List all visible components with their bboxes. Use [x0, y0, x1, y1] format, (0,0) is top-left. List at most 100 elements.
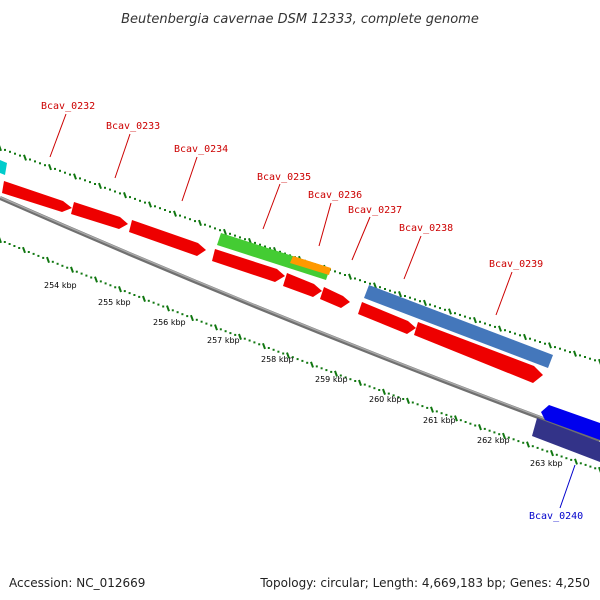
feature-bcav-0238-cds[interactable]	[358, 302, 416, 334]
track-dot	[479, 320, 481, 323]
leader-line	[351, 216, 371, 261]
feature-bcav-0232[interactable]	[2, 181, 72, 212]
track-tick	[22, 246, 26, 254]
track-dot	[325, 369, 328, 372]
feature-bcav-0234[interactable]	[129, 220, 206, 256]
track-tick	[448, 308, 452, 315]
track-tick	[148, 201, 152, 208]
track-dot	[84, 179, 86, 182]
track-tick	[142, 295, 146, 302]
track-tick	[473, 316, 477, 324]
track-dot	[39, 162, 41, 165]
track-dot	[507, 436, 510, 439]
gene-label-bcav-0235[interactable]: Bcav_0235	[257, 172, 311, 183]
gene-label-leaders	[49, 113, 576, 509]
feature-bcav-0235-rna[interactable]	[217, 233, 330, 280]
track-tick	[73, 173, 77, 180]
track-dot	[114, 286, 117, 289]
gene-label-bcav-0233[interactable]: Bcav_0233	[106, 121, 160, 132]
track-dot	[459, 313, 461, 316]
track-tick	[310, 361, 314, 368]
track-dot	[419, 300, 421, 303]
track-dot	[359, 279, 361, 282]
gene-label-bcav-0234[interactable]: Bcav_0234	[174, 144, 228, 155]
track-dot	[34, 160, 36, 163]
track-tick	[423, 299, 427, 307]
gene-label-bcav-0232[interactable]: Bcav_0232	[41, 101, 95, 112]
track-dot	[44, 164, 46, 167]
track-dot	[429, 303, 431, 306]
gene-label-bcav-0238[interactable]: Bcav_0238	[399, 223, 453, 234]
track-tick	[286, 352, 290, 359]
track-tick	[526, 441, 530, 448]
leader-line	[318, 202, 332, 247]
track-dot	[392, 394, 395, 397]
track-dot	[589, 465, 592, 468]
track-dot	[258, 343, 261, 346]
inner-dotted-track	[0, 236, 600, 474]
track-dot	[445, 413, 448, 416]
feature-bcav-0237-a[interactable]	[283, 273, 322, 297]
track-dot	[536, 446, 539, 449]
track-dot	[4, 148, 6, 151]
gene-label-bcav-0236[interactable]: Bcav_0236	[308, 190, 362, 201]
track-dot	[514, 332, 516, 335]
track-dot	[200, 320, 203, 323]
feature-track	[0, 160, 600, 462]
feature-bcav-0231-partial[interactable]	[0, 160, 7, 175]
track-dot	[229, 332, 232, 335]
leader-line-reverse	[559, 464, 576, 509]
genome-summary-text: Topology: circular; Length: 4,669,183 bp…	[259, 576, 590, 590]
gene-label-bcav-0240[interactable]: Bcav_0240	[529, 511, 583, 522]
track-tick	[0, 144, 2, 152]
leader-line	[403, 235, 422, 280]
track-dot	[434, 305, 436, 308]
track-dot	[339, 374, 342, 377]
track-dot	[134, 197, 136, 200]
track-dot	[404, 295, 406, 297]
track-dot	[277, 350, 280, 353]
feature-bcav-0240-b[interactable]	[532, 418, 600, 462]
track-dot	[389, 289, 391, 292]
backbone	[0, 196, 600, 442]
track-dot	[397, 396, 400, 399]
track-dot	[154, 205, 156, 208]
track-tick	[498, 325, 502, 332]
track-tick	[478, 424, 482, 431]
gene-label-bcav-0237[interactable]: Bcav_0237	[348, 205, 402, 216]
track-dot	[56, 262, 59, 265]
track-dot	[186, 315, 189, 318]
track-dot	[589, 357, 591, 360]
feature-bcav-0237-b[interactable]	[320, 287, 350, 308]
track-dot	[296, 358, 299, 361]
track-dot	[205, 322, 208, 325]
track-dot	[498, 433, 501, 436]
feature-bcav-0236[interactable]	[290, 256, 331, 275]
track-dot	[138, 295, 141, 298]
track-dot	[564, 349, 566, 352]
track-dot	[162, 305, 165, 308]
track-dot	[529, 337, 531, 340]
feature-bcav-0238[interactable]	[364, 285, 553, 368]
track-dot	[219, 328, 222, 331]
feature-bcav-0239[interactable]	[414, 322, 543, 383]
track-dot	[483, 427, 486, 430]
track-dot	[539, 341, 541, 343]
feature-bcav-0235[interactable]	[212, 249, 285, 282]
track-dot	[334, 270, 336, 273]
kbp-tick-label: 254 kbp	[44, 281, 77, 290]
feature-bcav-0240-a[interactable]	[541, 405, 600, 440]
track-dot	[279, 250, 281, 253]
track-dot	[426, 406, 429, 409]
track-dot	[330, 370, 333, 373]
track-dot	[234, 234, 236, 237]
feature-bcav-0233[interactable]	[71, 202, 128, 229]
track-tick	[214, 324, 218, 331]
kbp-tick-label: 262 kbp	[477, 436, 510, 445]
track-tick	[118, 286, 122, 293]
track-tick	[598, 466, 600, 474]
track-tick	[382, 388, 386, 395]
track-dot	[259, 243, 261, 246]
gene-label-bcav-0239[interactable]: Bcav_0239	[489, 259, 543, 270]
